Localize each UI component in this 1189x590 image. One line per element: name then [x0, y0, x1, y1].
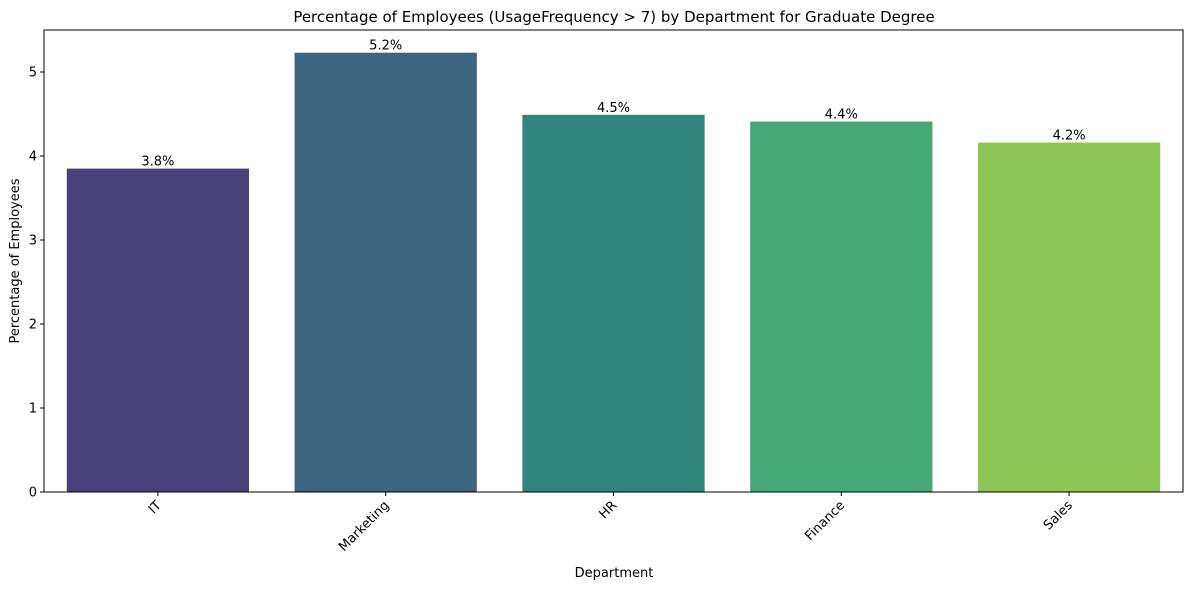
bar-it	[66, 168, 250, 492]
bar-hr	[522, 114, 705, 492]
x-tick-label-sales: Sales	[1041, 498, 1076, 533]
x-tick-label-it: IT	[146, 498, 165, 517]
data-label-it: 3.8%	[141, 155, 174, 170]
x-tick-label-finance: Finance	[802, 498, 848, 544]
x-tick-label-hr: HR	[596, 498, 620, 522]
y-tick-label: 2	[29, 318, 37, 333]
data-label-hr: 4.5%	[597, 101, 630, 116]
y-tick-label: 4	[29, 150, 37, 165]
x-axis-label: Department	[575, 566, 654, 581]
bar-sales	[977, 142, 1161, 492]
plot-area: 3.8% IT 5.2% Marketing 4.5% HR 4.4% Finance 4.2%…	[29, 29, 1184, 555]
x-tick-label-marketing: Marketing	[336, 498, 392, 554]
data-label-marketing: 5.2%	[369, 39, 402, 54]
axes-frame	[43, 29, 1184, 493]
y-tick-label: 1	[29, 402, 37, 417]
chart-title: Percentage of Employees (UsageFrequency …	[293, 8, 934, 26]
bar-finance	[750, 121, 933, 492]
y-tick-label: 5	[29, 66, 37, 81]
y-tick-label: 0	[29, 486, 37, 501]
bar-marketing	[294, 52, 477, 493]
data-label-sales: 4.2%	[1053, 129, 1086, 144]
y-tick-label: 3	[29, 234, 37, 249]
y-axis-label: Percentage of Employees	[8, 178, 23, 343]
data-label-finance: 4.4%	[825, 108, 858, 123]
